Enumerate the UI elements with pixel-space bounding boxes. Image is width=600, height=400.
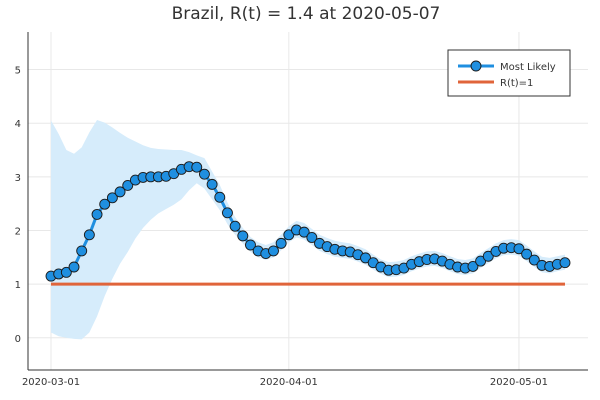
data-point — [214, 191, 226, 203]
data-point — [559, 257, 571, 269]
y-tick-label: 2 — [15, 227, 21, 238]
y-tick-label: 4 — [15, 119, 21, 130]
data-point — [198, 168, 210, 180]
data-point — [99, 198, 111, 210]
data-point — [245, 239, 256, 251]
data-point — [268, 245, 279, 257]
data-point — [229, 220, 241, 232]
data-point — [475, 255, 487, 267]
legend-marker-most-likely — [470, 60, 482, 72]
data-point — [275, 237, 287, 249]
data-point — [83, 229, 95, 241]
data-point — [482, 250, 494, 262]
data-point — [298, 226, 310, 238]
data-point — [467, 261, 479, 272]
data-point — [237, 230, 249, 242]
data-point — [68, 261, 80, 273]
data-point — [283, 229, 295, 241]
x-tick-label: 2020-04-01 — [260, 377, 318, 388]
data-point — [76, 245, 88, 257]
data-point — [60, 266, 72, 278]
chart-title: Brazil, R(t) = 1.4 at 2020-05-07 — [172, 4, 441, 24]
data-point — [122, 179, 134, 191]
data-point — [191, 161, 203, 173]
legend: Most Likely R(t)=1 — [447, 49, 571, 97]
legend-label-reference: R(t)=1 — [500, 78, 533, 89]
legend-box — [447, 49, 571, 97]
data-point — [306, 232, 318, 243]
data-points — [45, 161, 571, 282]
axes — [27, 32, 588, 371]
data-point — [106, 192, 118, 204]
data-point — [222, 207, 233, 219]
x-tick-label: 2020-05-01 — [490, 377, 548, 388]
data-point — [528, 254, 540, 266]
data-point — [360, 252, 371, 264]
y-tick-label: 0 — [15, 334, 21, 345]
data-point — [521, 248, 533, 260]
data-point — [114, 186, 126, 198]
y-tick-label: 1 — [15, 280, 21, 291]
tick-labels: 0 1 2 3 4 5 2020-03-01 2020-04-01 2020-05-01 — [15, 66, 548, 388]
data-point — [513, 243, 525, 255]
data-point — [91, 208, 103, 220]
legend-label-most-likely: Most Likely — [500, 62, 556, 73]
y-tick-label: 5 — [15, 66, 21, 77]
x-tick-label: 2020-03-01 — [22, 377, 80, 388]
data-point — [206, 178, 218, 190]
y-tick-label: 3 — [15, 173, 21, 184]
